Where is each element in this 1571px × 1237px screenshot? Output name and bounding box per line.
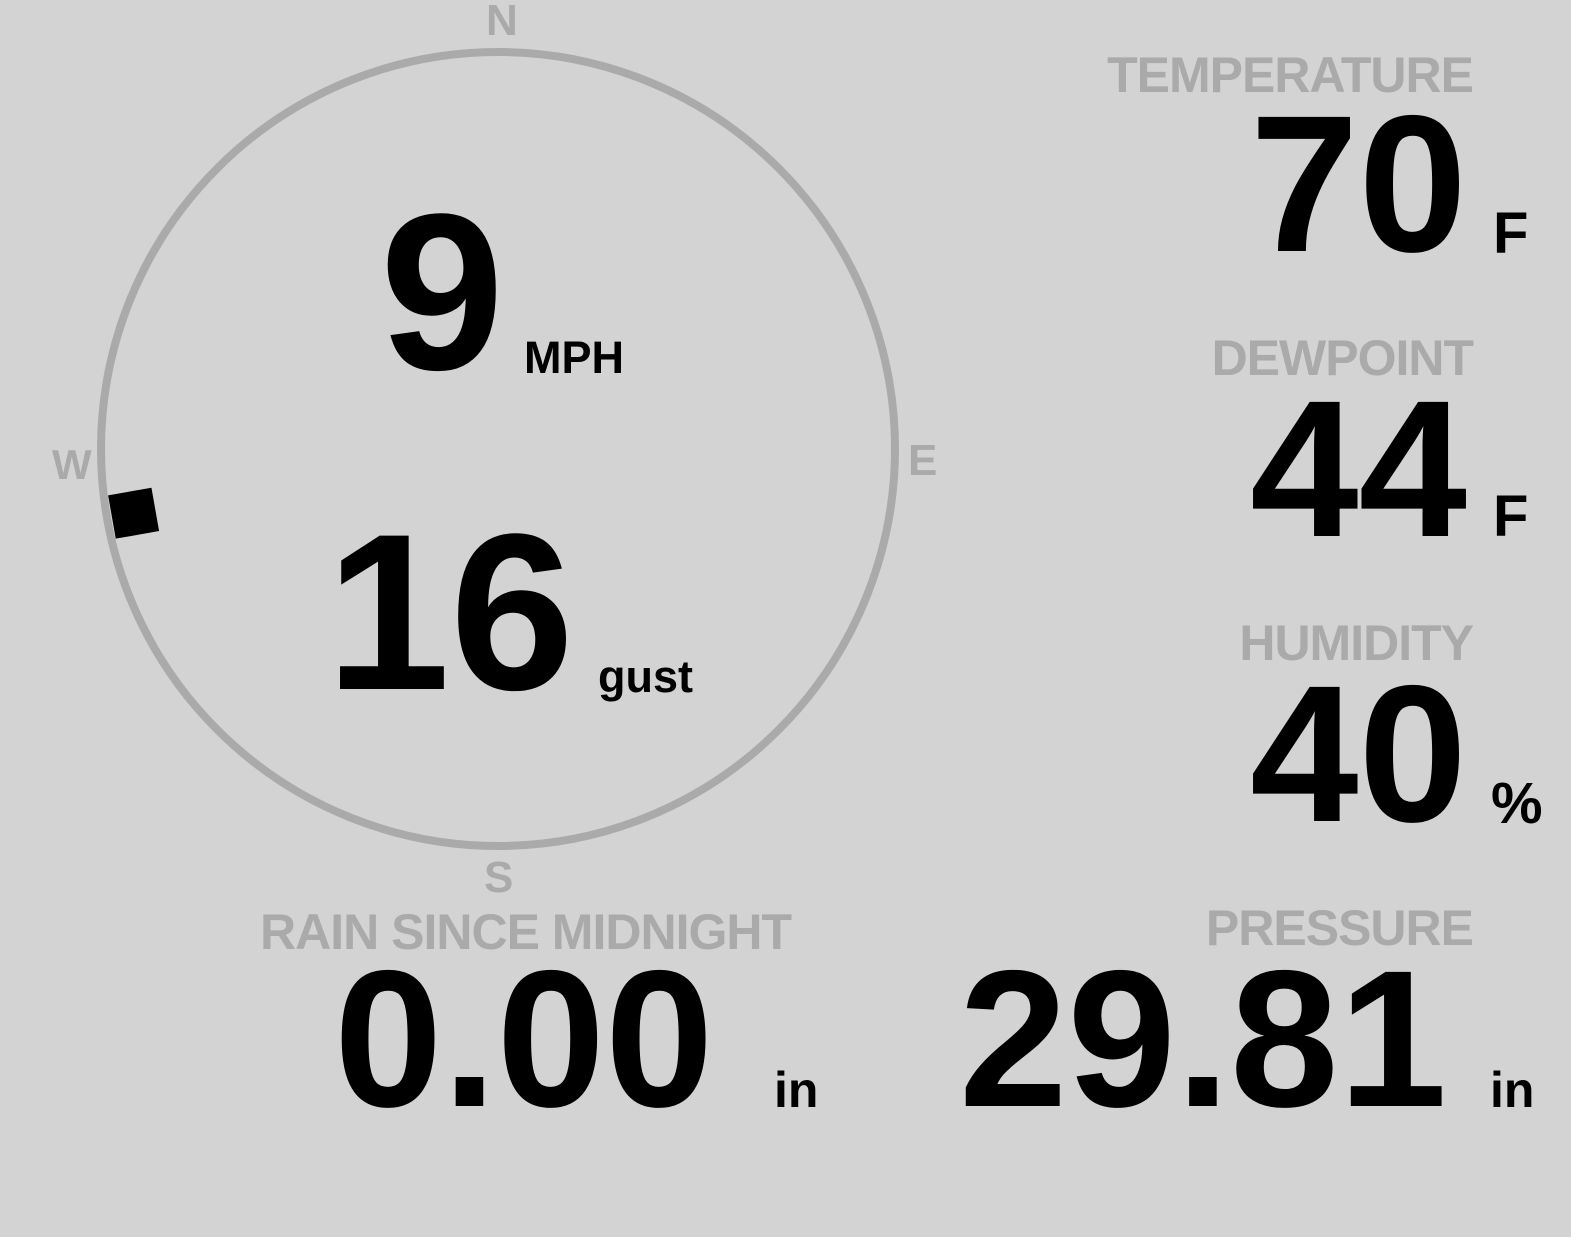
compass-north: N xyxy=(486,0,518,45)
humidity-unit: % xyxy=(1491,771,1543,836)
pressure-label: PRESSURE xyxy=(1205,900,1474,956)
compass-south: S xyxy=(484,853,514,902)
compass-west: W xyxy=(52,441,92,488)
compass-east: E xyxy=(908,436,938,485)
dewpoint-label: DEWPOINT xyxy=(1211,330,1474,386)
temperature-label: TEMPERATURE xyxy=(1107,47,1474,103)
dewpoint-value: 44 xyxy=(1250,360,1467,578)
wind-speed-value: 9 xyxy=(380,168,505,417)
rain-value: 0.00 xyxy=(334,930,714,1148)
rain-label: RAIN SINCE MIDNIGHT xyxy=(260,904,792,960)
wind-speed-unit: MPH xyxy=(524,332,624,383)
wind-gust-unit: gust xyxy=(598,651,693,702)
temperature-unit: F xyxy=(1493,201,1529,266)
wind-direction-marker xyxy=(108,487,160,539)
compass-ring xyxy=(97,48,899,850)
pressure-unit: in xyxy=(1490,1062,1535,1118)
pressure-value: 29.81 xyxy=(959,930,1447,1148)
humidity-label: HUMIDITY xyxy=(1239,615,1474,671)
humidity-value: 40 xyxy=(1250,645,1467,863)
temperature-value: 70 xyxy=(1250,75,1467,293)
rain-unit: in xyxy=(774,1062,819,1118)
dewpoint-unit: F xyxy=(1493,484,1529,549)
wind-gust-value: 16 xyxy=(326,488,575,737)
